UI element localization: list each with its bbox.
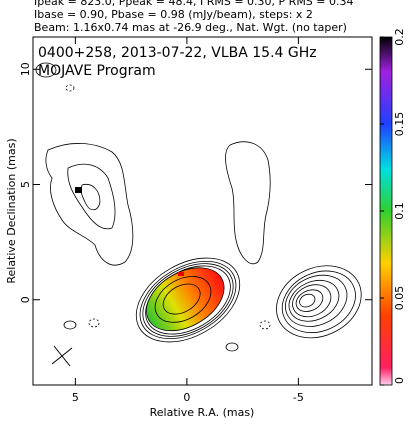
y-tick-label: 5 <box>19 181 32 188</box>
plot-frame <box>32 36 373 386</box>
contours <box>35 62 362 367</box>
colorbar-tick-label: 0.2 <box>393 28 406 46</box>
plot-title: 0400+258, 2013-07-22, VLBA 15.4 GHz <box>38 45 317 61</box>
x-tick-label: 0 <box>183 391 190 404</box>
y-tick-label: 10 <box>19 62 32 76</box>
header-line: Ipeak = 823.0, Ppeak = 48.4, I RMS = 0.3… <box>34 0 354 8</box>
colorbar-tick-label: 0.1 <box>393 202 406 220</box>
colorbar-tick-label: 0.05 <box>393 286 406 311</box>
y-tick-label: 0 <box>19 296 32 303</box>
x-tick-label: 5 <box>72 391 79 404</box>
header-line: Ibase = 0.90, Pbase = 0.98 (mJy/beam), s… <box>34 8 313 21</box>
x-axis-label: Relative R.A. (mas) <box>150 406 255 419</box>
y-axis-label: Relative Declination (mas) <box>5 138 18 283</box>
header-line: Beam: 1.16x0.74 mas at -26.9 deg., Nat. … <box>34 21 347 34</box>
colorbar-tick-label: 0 <box>393 377 406 384</box>
plot-subtitle: MOJAVE Program <box>38 63 156 79</box>
colorbar-tick-label: 0.15 <box>393 112 406 137</box>
x-tick-label: -5 <box>293 391 304 404</box>
